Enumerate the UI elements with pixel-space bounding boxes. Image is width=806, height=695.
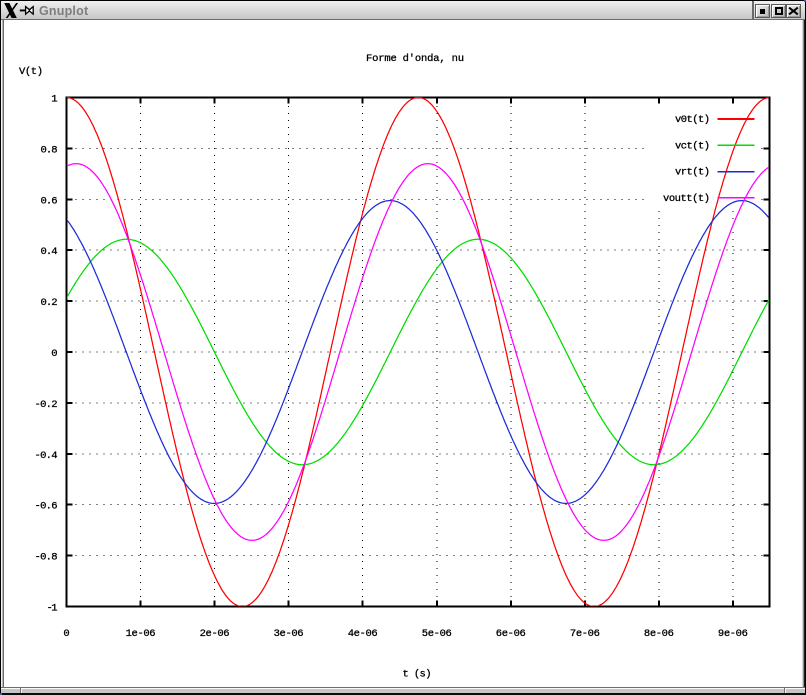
- svg-text:t (s): t (s): [403, 669, 432, 681]
- svg-text:0: 0: [51, 348, 57, 360]
- svg-text:Forme d'onda, nu: Forme d'onda, nu: [366, 53, 464, 65]
- svg-text:9e-06: 9e-06: [718, 628, 748, 640]
- svg-text:0: 0: [63, 628, 69, 640]
- svg-text:-1: -1: [47, 603, 58, 615]
- svg-text:-0.8: -0.8: [35, 552, 58, 564]
- svg-text:5e-06: 5e-06: [422, 628, 452, 640]
- svg-text:-0.2: -0.2: [35, 399, 58, 411]
- svg-text:V(t): V(t): [19, 66, 43, 78]
- svg-text:v0t(t): v0t(t): [675, 114, 710, 126]
- svg-text:-0.4: -0.4: [35, 450, 58, 462]
- svg-text:1: 1: [51, 94, 57, 106]
- svg-text:8e-06: 8e-06: [644, 628, 674, 640]
- svg-text:vct(t): vct(t): [675, 140, 710, 152]
- svg-text:-0.6: -0.6: [35, 501, 58, 513]
- svg-text:7e-06: 7e-06: [570, 628, 600, 640]
- svg-text:6e-06: 6e-06: [496, 628, 526, 640]
- svg-text:2e-06: 2e-06: [200, 628, 230, 640]
- svg-text:vrt(t): vrt(t): [675, 167, 710, 179]
- svg-text:0.8: 0.8: [41, 144, 58, 156]
- svg-text:0.6: 0.6: [41, 195, 58, 207]
- svg-text:4e-06: 4e-06: [348, 628, 378, 640]
- svg-text:0.4: 0.4: [41, 246, 58, 258]
- svg-text:3e-06: 3e-06: [274, 628, 304, 640]
- svg-text:1e-06: 1e-06: [126, 628, 156, 640]
- svg-text:voutt(t): voutt(t): [663, 193, 710, 205]
- svg-text:0.2: 0.2: [41, 297, 58, 309]
